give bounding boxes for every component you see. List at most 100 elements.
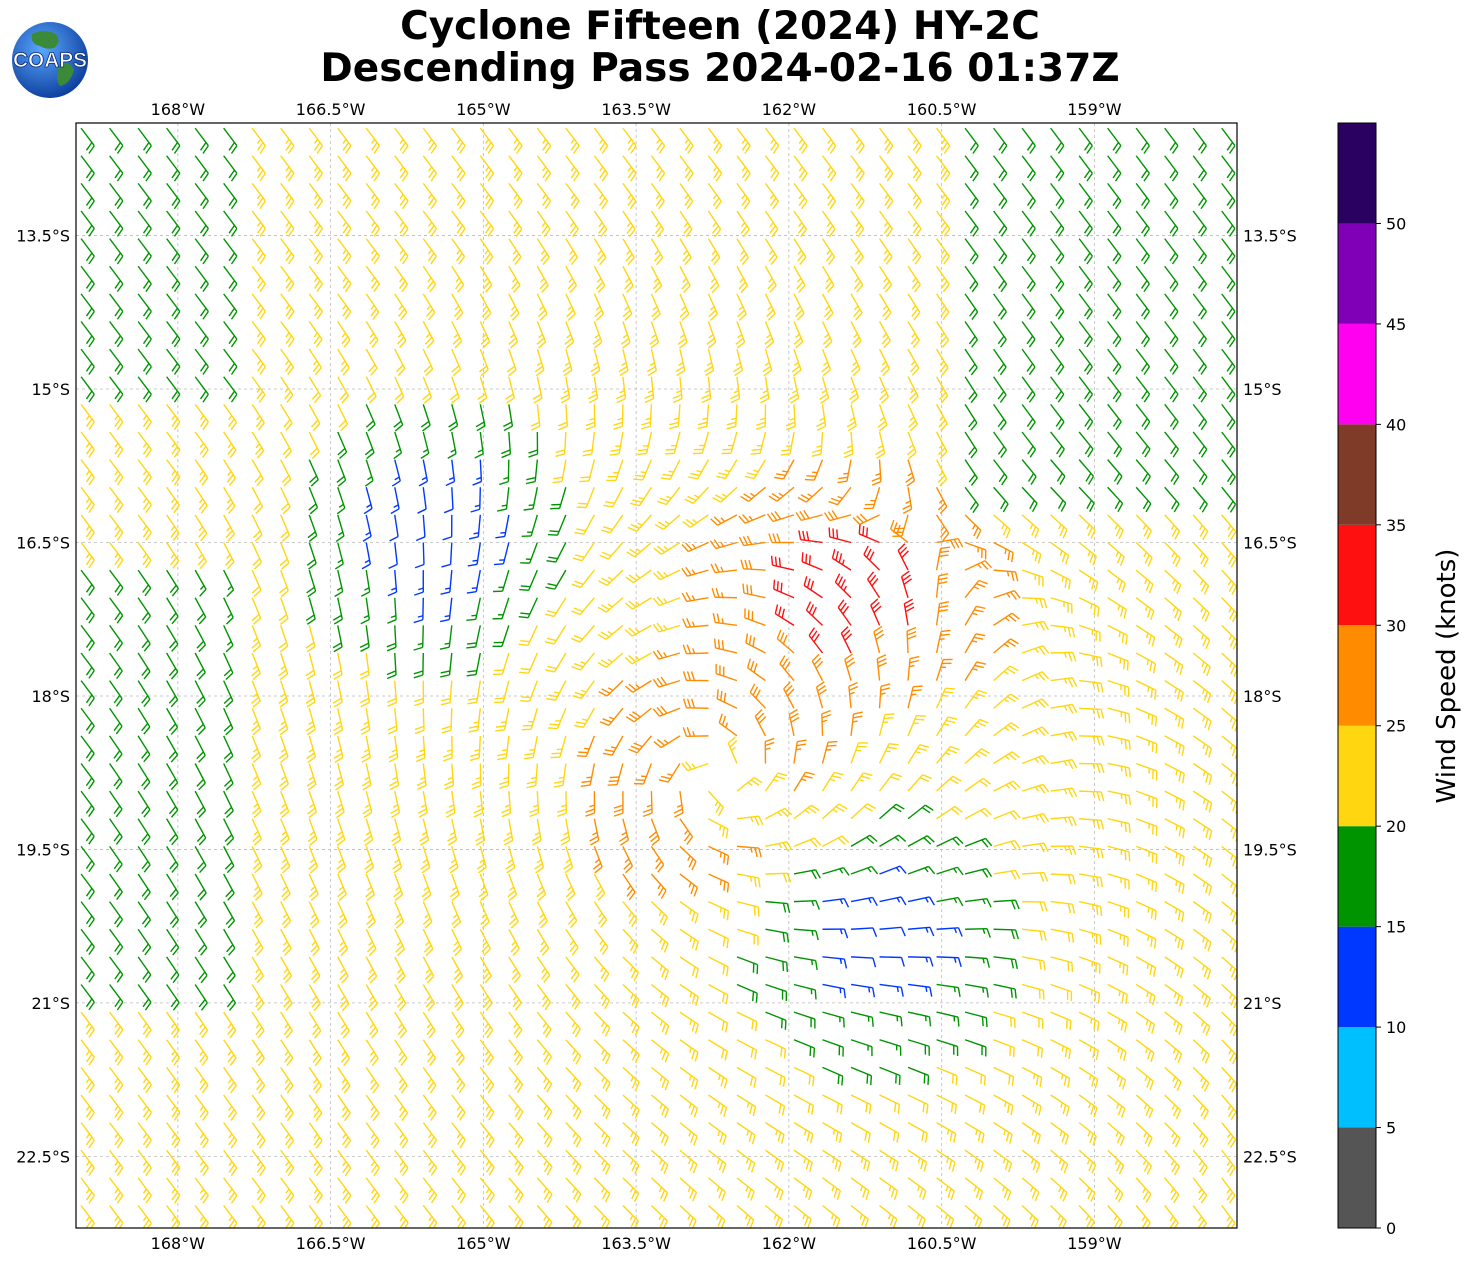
wind-barb — [518, 597, 538, 619]
wind-barb — [793, 238, 807, 265]
wind-barb — [1221, 1039, 1237, 1065]
wind-barb — [545, 569, 567, 590]
wind-barb — [828, 527, 852, 544]
wind-barb — [675, 348, 686, 377]
colorbar-bin — [1338, 926, 1376, 1028]
wind-barb — [80, 845, 95, 873]
wind-barb — [679, 1177, 698, 1202]
wind-barb — [251, 486, 264, 515]
wind-barb — [1135, 707, 1158, 727]
wind-barb — [822, 1011, 845, 1028]
wind-barb — [850, 348, 861, 377]
wind-barb — [622, 210, 636, 238]
wind-barb — [109, 1205, 124, 1228]
colorbar-tick-label: 50 — [1386, 214, 1406, 233]
wind-barb — [280, 901, 292, 929]
wind-barb — [337, 1122, 352, 1149]
wind-barb — [1164, 514, 1181, 540]
wind-barb — [1050, 651, 1077, 662]
wind-barb — [391, 818, 402, 846]
wind-barb — [1164, 210, 1179, 237]
wind-barb — [308, 1149, 323, 1177]
wind-barb — [508, 956, 521, 984]
wind-barb — [137, 1011, 152, 1038]
wind-barb — [1107, 762, 1132, 778]
wind-barb — [726, 404, 738, 430]
wind-barb — [1050, 541, 1070, 565]
wind-barb — [650, 1122, 669, 1146]
wind-barb — [223, 846, 235, 874]
wind-barb — [166, 846, 179, 873]
wind-barb — [337, 1039, 351, 1067]
wind-barb — [1107, 597, 1127, 619]
wind-barb — [622, 265, 634, 294]
wind-barb — [879, 1204, 898, 1228]
wind-barb — [571, 652, 595, 671]
wind-barb — [80, 1122, 95, 1149]
wind-barb — [166, 763, 179, 791]
wind-barb — [740, 559, 766, 571]
wind-barb — [422, 182, 438, 210]
y-tick-label-right: 15°S — [1243, 380, 1282, 399]
wind-barb — [80, 514, 95, 541]
wind-barb — [936, 866, 964, 876]
wind-barb — [793, 321, 804, 349]
wind-barb — [223, 182, 238, 210]
wind-barb — [337, 1094, 351, 1122]
wind-barb — [964, 1011, 988, 1028]
wind-barb — [166, 928, 180, 956]
wind-barb — [394, 1094, 409, 1121]
wind-barb — [1221, 293, 1236, 320]
wind-barb — [793, 1122, 814, 1144]
wind-barb — [679, 928, 699, 951]
wind-barb — [479, 210, 494, 237]
wind-barb — [1078, 403, 1094, 431]
wind-barb — [1021, 698, 1050, 709]
wind-barb — [879, 803, 905, 820]
wind-barb — [764, 155, 780, 182]
wind-barb — [508, 1094, 524, 1121]
wind-barb — [850, 772, 873, 792]
wind-barb — [879, 834, 907, 847]
wind-barb — [1107, 486, 1124, 513]
wind-barb — [1135, 900, 1157, 921]
wind-barb — [1135, 983, 1156, 1006]
wind-barb — [721, 431, 738, 455]
wind-barb — [993, 899, 1020, 910]
wind-barb — [711, 587, 737, 599]
wind-barb — [279, 790, 290, 819]
wind-barb — [390, 790, 401, 819]
wind-barb — [223, 459, 237, 487]
wind-barb — [137, 569, 152, 597]
wind-barb — [109, 514, 124, 541]
wind-barb — [137, 127, 152, 154]
wind-barb — [1078, 210, 1093, 237]
wind-barb — [332, 625, 343, 653]
wind-barb — [536, 928, 550, 956]
wind-barb — [251, 431, 265, 459]
wind-barb — [365, 1122, 380, 1149]
wind-barb — [1078, 1011, 1100, 1032]
wind-barb — [422, 265, 437, 293]
colorbar-label: Wind Speed (knots) — [1432, 549, 1462, 804]
wind-barb — [936, 1011, 960, 1027]
wind-barb — [622, 1177, 640, 1203]
wind-barb — [776, 629, 795, 654]
wind-barb — [660, 459, 681, 480]
wind-barb — [365, 1039, 379, 1067]
wind-barb — [223, 514, 236, 542]
wind-barb — [333, 708, 344, 736]
wind-barb — [822, 835, 850, 847]
wind-barb — [585, 791, 596, 817]
wind-barb — [1164, 155, 1179, 182]
wind-barb — [194, 1094, 209, 1121]
wind-barb — [422, 155, 438, 182]
wind-barb — [1135, 1011, 1156, 1034]
wind-barb — [523, 735, 539, 760]
wind-barb — [618, 348, 629, 377]
wind-barb — [682, 617, 709, 629]
wind-barb — [1192, 1066, 1210, 1092]
wind-barb — [280, 1066, 294, 1094]
wind-barb — [878, 348, 891, 376]
wind-barb — [964, 718, 989, 737]
